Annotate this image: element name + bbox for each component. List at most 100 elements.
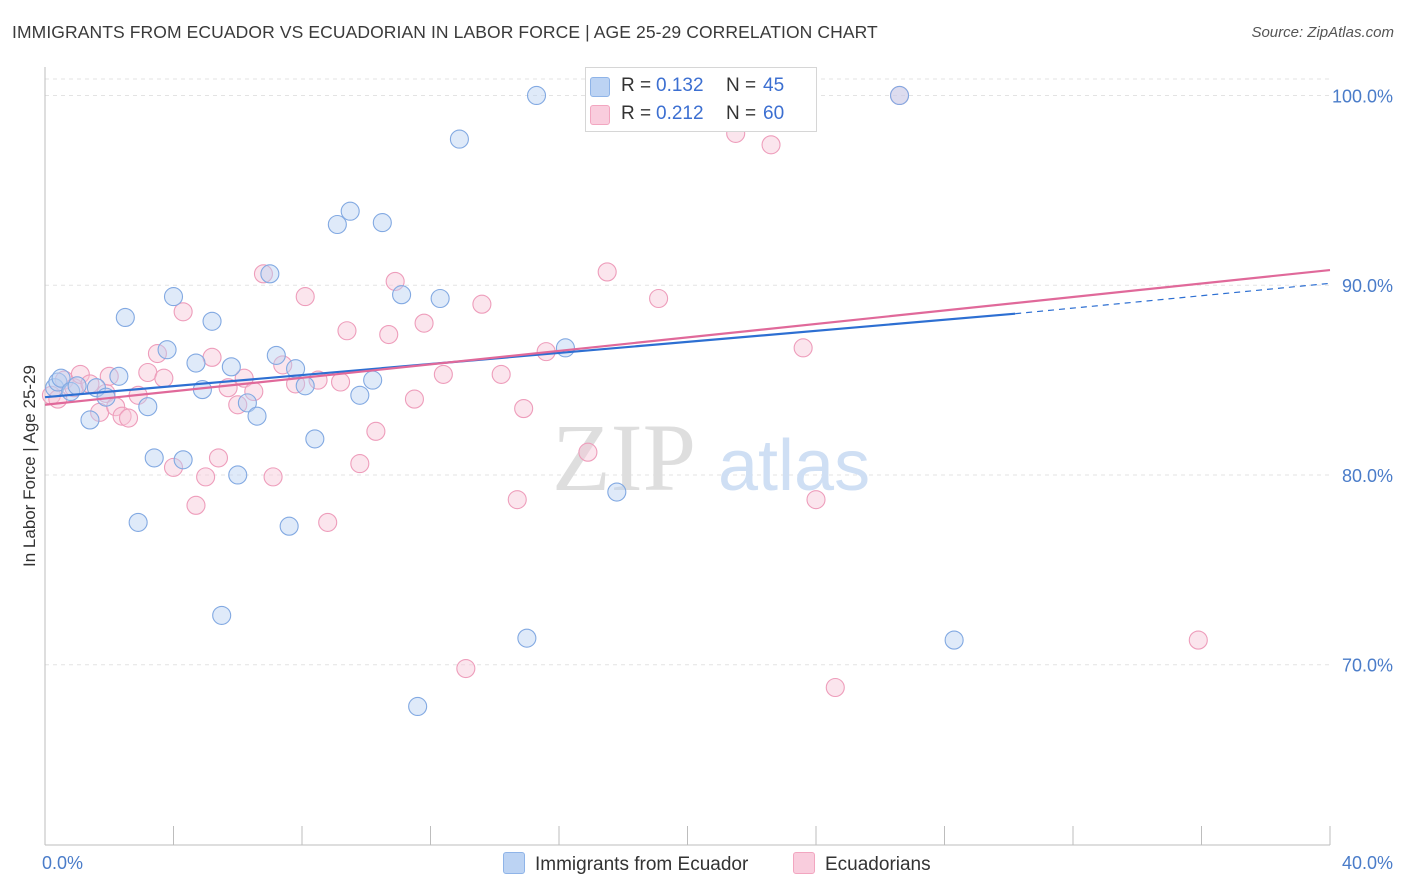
ecuadorians-point xyxy=(196,467,216,487)
ecuadorians-point xyxy=(350,454,370,474)
ecuadorians-point xyxy=(208,448,229,468)
immigrants-trend-extension xyxy=(1015,282,1331,315)
ecuadorians-point xyxy=(218,378,238,398)
immigrants-points xyxy=(45,85,964,717)
immigrants-point xyxy=(247,406,267,426)
ecuadorians-point xyxy=(649,288,669,309)
ecuadorians-point xyxy=(273,355,293,375)
correlation-legend: R = 0.132 N = 45 R = 0.212 N = 60 xyxy=(585,67,817,132)
y-tick-label: 90.0% xyxy=(1342,276,1393,296)
immigrants-point xyxy=(350,385,370,405)
chart-title: IMMIGRANTS FROM ECUADOR VS ECUADORIAN IN… xyxy=(12,22,878,42)
ecuadorians-point xyxy=(318,512,338,532)
immigrants-point xyxy=(202,311,222,331)
watermark-atlas: atlas xyxy=(718,426,870,506)
immigrants-trend-line xyxy=(44,312,1016,399)
legend-n-value: 45 xyxy=(763,75,785,96)
ecuadorians-point xyxy=(138,362,158,383)
ecuadorians-point xyxy=(154,368,174,388)
immigrants-point xyxy=(48,372,68,392)
immigrants-point xyxy=(408,696,428,717)
immigrants-point xyxy=(372,213,392,233)
x-tick-label-max: 40.0% xyxy=(1342,853,1393,873)
ecuadorians-point xyxy=(253,264,274,284)
ecuadorians-point xyxy=(578,442,598,462)
immigrants-point xyxy=(340,201,360,221)
ecuadorians-point xyxy=(295,287,315,307)
immigrants-point xyxy=(266,345,286,365)
immigrants-point xyxy=(80,410,100,430)
ecuadorians-point xyxy=(228,395,248,415)
immigrants-point xyxy=(363,370,383,390)
ecuadorians-point xyxy=(173,302,193,322)
ecuadorians-point xyxy=(1188,630,1208,650)
immigrants-point xyxy=(109,366,129,386)
immigrants-point xyxy=(260,264,280,284)
ecuadorians-point xyxy=(186,495,206,515)
axes xyxy=(44,67,1331,846)
immigrants-point xyxy=(327,214,347,235)
immigrants-point xyxy=(607,482,627,502)
ecuadorians-point xyxy=(404,389,424,409)
ecuadorians-point xyxy=(202,347,222,367)
immigrants-point xyxy=(67,376,87,396)
ecuadorians-point xyxy=(414,313,434,333)
legend-swatch-immigrants xyxy=(590,77,610,97)
immigrants-point xyxy=(115,307,135,328)
immigrants-point xyxy=(51,368,71,388)
legend-r-label: R = xyxy=(621,75,652,96)
immigrants-point xyxy=(138,397,158,417)
ecuadorians-points xyxy=(41,85,1208,698)
ecuadorians-point xyxy=(118,408,139,428)
ecuadorians-trend-line xyxy=(44,268,1331,406)
immigrants-point xyxy=(944,630,964,650)
immigrants-point xyxy=(305,429,325,449)
immigrants-point xyxy=(157,340,177,360)
ecuadorians-point xyxy=(597,262,617,282)
y-tick-label: 100.0% xyxy=(1332,86,1393,106)
ecuadorians-point xyxy=(433,364,453,384)
watermark-zip: ZIP xyxy=(552,404,696,511)
ecuadorians-point xyxy=(456,658,476,679)
immigrants-point xyxy=(228,465,248,485)
trend-lines xyxy=(44,268,1331,406)
bottom-legend-label-immigrants: Immigrants from Ecuador xyxy=(535,854,749,875)
immigrants-point xyxy=(555,338,575,358)
ecuadorians-point xyxy=(793,338,813,358)
immigrants-point xyxy=(173,450,193,470)
immigrants-point xyxy=(517,628,537,648)
immigrants-point xyxy=(430,288,450,309)
immigrants-point xyxy=(279,516,299,536)
legend-n-value: 60 xyxy=(763,103,785,124)
ecuadorians-point xyxy=(337,321,357,341)
immigrants-point xyxy=(237,393,257,413)
y-tick-label: 80.0% xyxy=(1342,466,1393,486)
immigrants-point xyxy=(221,357,241,377)
legend-n-label: N = xyxy=(726,103,757,124)
ecuadorians-point xyxy=(330,372,351,392)
immigrants-point xyxy=(889,85,910,106)
immigrants-point xyxy=(212,605,232,625)
immigrants-point xyxy=(526,85,547,106)
source-credit: Source: ZipAtlas.com xyxy=(1251,24,1394,41)
tick-labels: 70.0% 80.0% 90.0% 100.0% 0.0% 40.0% In Labor F… xyxy=(20,86,1393,873)
bottom-legend-swatch-immigrants xyxy=(503,852,525,874)
x-tick-label-min: 0.0% xyxy=(42,853,83,873)
immigrants-point xyxy=(163,287,184,307)
ecuadorians-point xyxy=(761,135,781,155)
ecuadorians-point xyxy=(163,457,184,477)
ecuadorians-point xyxy=(379,325,399,345)
legend-n-label: N = xyxy=(726,75,757,96)
bottom-legend-label-ecuadorians: Ecuadorians xyxy=(825,854,931,875)
ecuadorians-point xyxy=(806,490,826,510)
immigrants-point xyxy=(295,376,315,396)
bottom-legend-ecuadorians: Ecuadorians xyxy=(793,852,931,876)
legend-swatch-ecuadorians xyxy=(590,105,610,125)
immigrants-point xyxy=(186,353,206,373)
y-tick-label: 70.0% xyxy=(1342,656,1393,676)
ecuadorians-point xyxy=(366,421,386,441)
ecuadorians-point xyxy=(491,364,511,384)
ecuadorians-point xyxy=(112,406,132,426)
immigrants-point xyxy=(128,512,148,532)
